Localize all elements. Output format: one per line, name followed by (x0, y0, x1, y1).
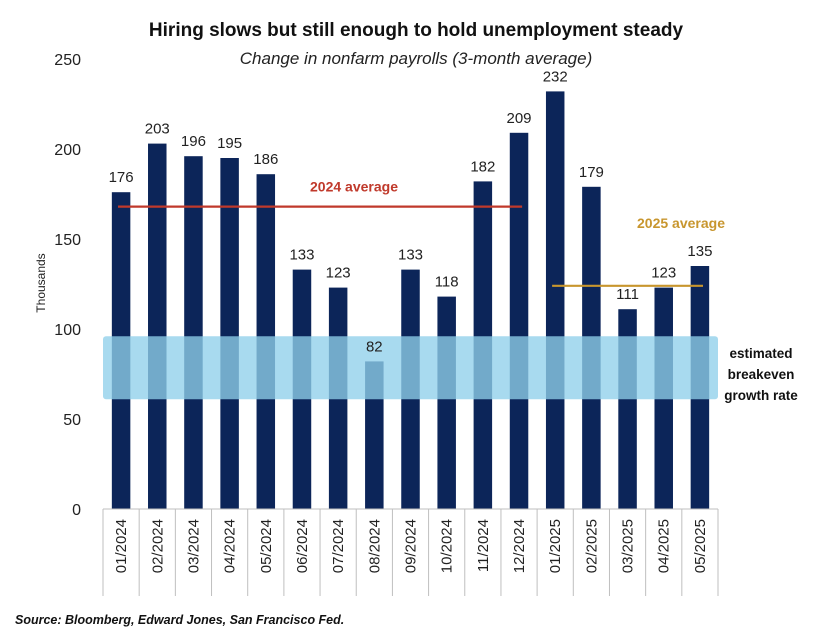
data-label: 135 (687, 243, 712, 260)
reference-lines: 2024 average 2025 average (118, 179, 725, 287)
x-tick-label: 03/2024 (185, 519, 202, 573)
y-axis-label: Thousands (34, 253, 48, 312)
data-label: 123 (651, 265, 676, 282)
data-label: 179 (579, 164, 604, 181)
x-tick-label: 05/2024 (258, 519, 275, 573)
x-tick-label: 02/2024 (149, 519, 166, 573)
y-tick-label: 250 (54, 52, 81, 69)
average-line-label: 2024 average (310, 179, 398, 195)
data-label: 232 (543, 68, 568, 85)
data-label: 133 (289, 247, 314, 264)
source-note: Source: Bloomberg, Edward Jones, San Fra… (15, 613, 344, 627)
bar (184, 156, 203, 509)
x-tick-label: 10/2024 (439, 519, 456, 573)
x-tick-label: 03/2025 (620, 519, 637, 573)
data-label: 118 (435, 274, 459, 291)
x-tick-label: 07/2024 (330, 519, 347, 573)
data-label: 203 (145, 121, 170, 138)
bar (437, 296, 456, 509)
data-label: 196 (181, 133, 206, 150)
data-label: 111 (616, 286, 639, 303)
chart-title: Hiring slows but still enough to hold un… (149, 20, 684, 41)
data-label: 195 (217, 135, 242, 152)
data-label: 123 (326, 265, 351, 282)
x-tick-label: 04/2025 (656, 519, 673, 573)
y-tick-label: 150 (54, 232, 81, 249)
data-label: 209 (507, 110, 532, 127)
data-label: 186 (253, 151, 278, 168)
data-label: 182 (470, 158, 495, 175)
bar (148, 143, 167, 509)
x-tick-label: 01/2024 (113, 519, 130, 573)
average-line-label: 2025 average (637, 215, 725, 231)
y-tick-label: 100 (54, 322, 81, 339)
data-label: 176 (109, 169, 134, 186)
data-label: 133 (398, 247, 423, 264)
breakeven-label-line: breakeven (728, 367, 795, 382)
x-tick-label: 12/2024 (511, 519, 528, 573)
breakeven-band-rect (103, 336, 718, 400)
breakeven-label-line: growth rate (724, 388, 798, 403)
y-axis-ticks: 0 50 100 150 200 250 (54, 52, 81, 519)
x-tick-label: 02/2025 (583, 519, 600, 573)
y-tick-label: 200 (54, 142, 81, 159)
bar (509, 132, 529, 510)
y-tick-label: 0 (72, 502, 81, 519)
x-tick-label: 08/2024 (366, 519, 383, 573)
breakeven-band: estimated breakeven growth rate (103, 336, 798, 403)
x-axis: 01/2024 02/2024 03/2024 04/2024 05/2024 06/20… (102, 508, 719, 596)
breakeven-label-line: estimated (729, 346, 792, 361)
x-tick-label: 01/2025 (547, 519, 564, 573)
x-tick-label: 06/2024 (294, 519, 311, 573)
bar (545, 91, 565, 510)
x-tick-label: 11/2024 (475, 519, 492, 572)
x-tick-label: 04/2024 (222, 519, 239, 573)
x-tick-label: 05/2025 (692, 519, 709, 573)
data-label: 82 (366, 338, 383, 355)
bar (220, 158, 239, 509)
data-labels: 176 203 196 195 186 133 123 82 133 118 182 209 232 17… (109, 68, 713, 355)
x-tick-label: 09/2024 (403, 519, 420, 573)
chart-subtitle: Change in nonfarm payrolls (3-month aver… (240, 49, 592, 68)
y-tick-label: 50 (63, 412, 81, 429)
